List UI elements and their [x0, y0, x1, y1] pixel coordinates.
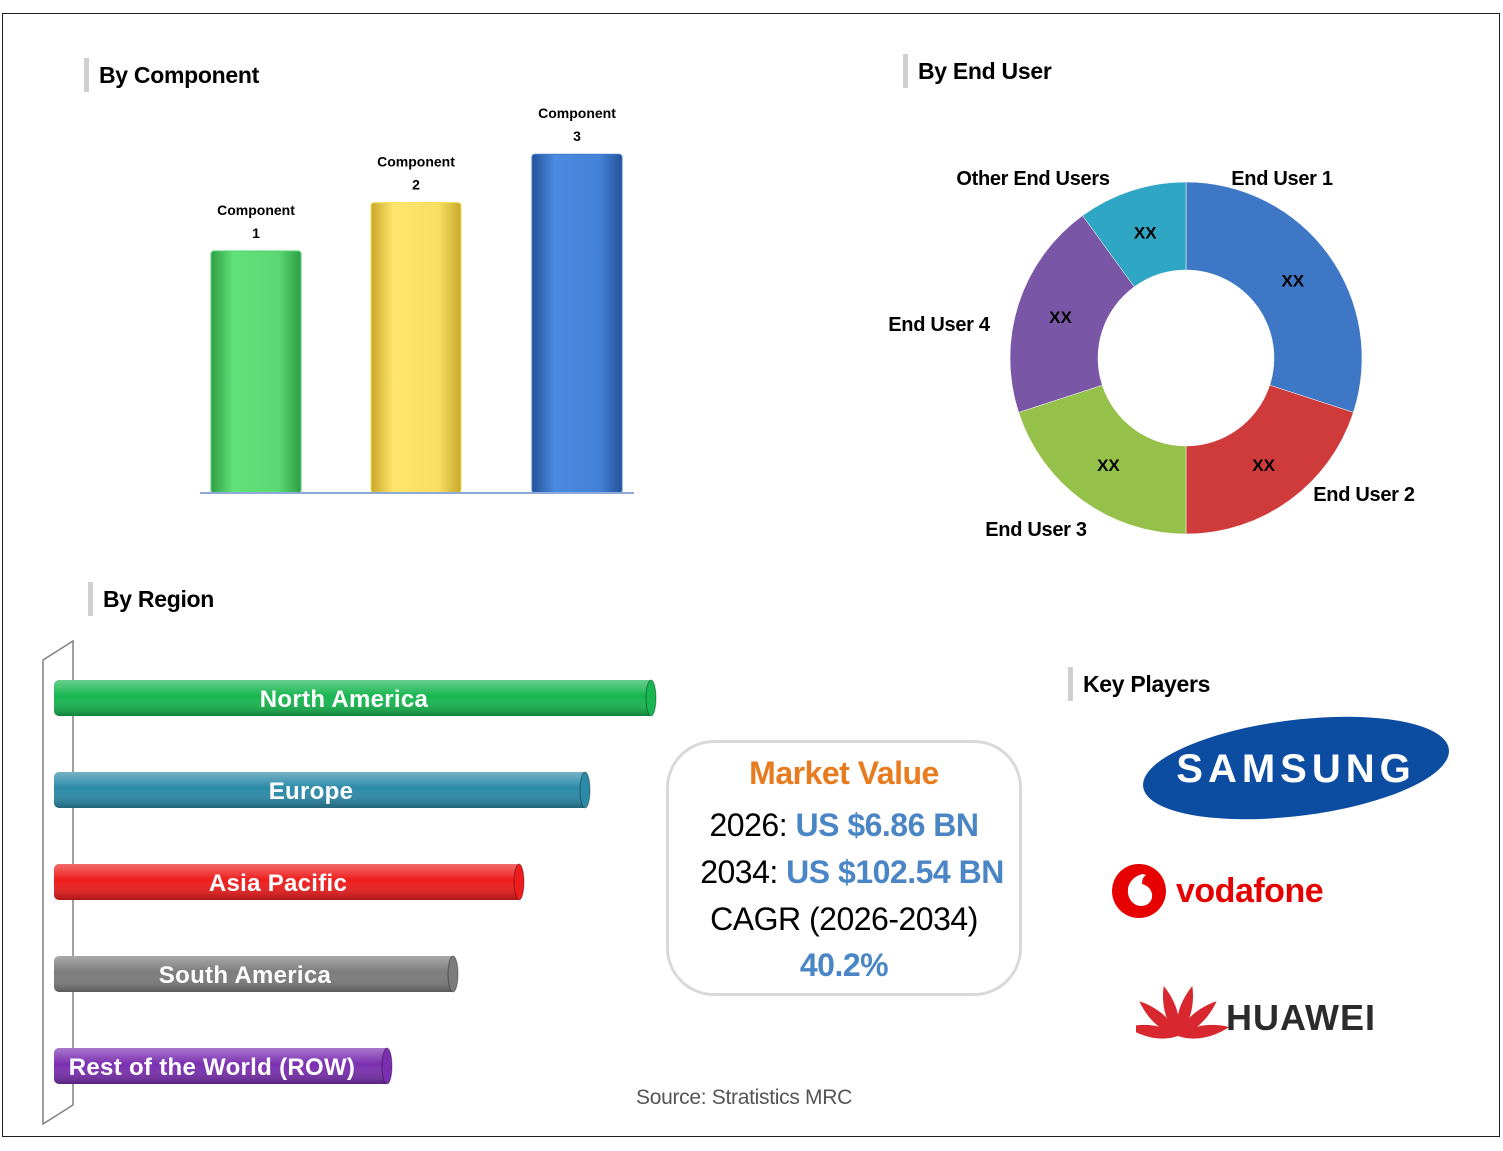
donut-slice-label-2: End User 2 [1313, 484, 1415, 506]
donut-slice-1 [1185, 181, 1363, 413]
market-value-2026: 2026: US $6.86 BN [669, 807, 1019, 844]
donut-slice-4 [1009, 215, 1135, 413]
huawei-wordmark: HUAWEI [1226, 997, 1376, 1038]
market-value-2034-label: 2034: [700, 854, 778, 890]
infographic-frame [2, 13, 1500, 1137]
donut-slice-label-5: Other End Users [956, 168, 1109, 190]
donut-slice-label-1: End User 1 [1231, 168, 1333, 190]
region-bar-label-4: South America [159, 962, 332, 989]
donut-slice-value-1: XX [1281, 271, 1304, 290]
cagr-label: CAGR (2026-2034) [710, 901, 978, 937]
region-bar-4: South America [54, 955, 459, 993]
component-bar-3 [531, 153, 623, 494]
donut-slice-label-3: End User 3 [985, 519, 1087, 541]
component-bar-2 [370, 202, 462, 494]
donut-slice-value-2: XX [1252, 456, 1275, 475]
component-bar-label-1-number: 1 [252, 225, 260, 241]
market-value-2026-amount: US $6.86 BN [795, 807, 979, 843]
huawei-petal-icon [1136, 986, 1230, 1039]
region-bar-2: Europe [54, 771, 591, 809]
component-section-title: By Component [84, 58, 259, 92]
donut-slice-value-3: XX [1097, 456, 1120, 475]
market-value-2034-amount: US $102.54 BN [786, 854, 1004, 890]
component-bar-1 [210, 250, 302, 494]
donut-slice-value-4: XX [1049, 308, 1072, 327]
market-value-box: Market Value 2026: US $6.86 BN 2034: US … [666, 740, 1022, 996]
market-value-title: Market Value [749, 755, 939, 791]
donut-slice-label-4: End User 4 [888, 314, 991, 336]
samsung-wordmark: SAMSUNG [1176, 747, 1415, 791]
samsung-logo: SAMSUNG [1143, 716, 1449, 820]
component-bar-chart: Component 1 Component 2 Component 3 [200, 105, 634, 494]
vodafone-wordmark: vodafone [1176, 872, 1323, 910]
region-bar-label-2: Europe [269, 778, 353, 805]
component-bar-label-2-name: Component [377, 154, 455, 170]
end-user-section-title: By End User [903, 54, 1052, 88]
vodafone-logo: vodafone [1112, 864, 1324, 918]
donut-slice-2 [1185, 384, 1354, 535]
region-bar-3: Asia Pacific [54, 863, 525, 901]
region-bar-5: Rest of the World (ROW) [54, 1047, 393, 1085]
component-bar-label-3-name: Component [538, 105, 616, 121]
cagr-value: 40.2% [799, 947, 889, 983]
region-bar-1: North America [54, 679, 657, 717]
source-note: Source: Stratistics MRC [636, 1086, 852, 1109]
region-bar-label-3: Asia Pacific [209, 870, 347, 897]
component-bar-label-1-name: Component [217, 202, 295, 218]
component-bar-label-3-number: 3 [573, 128, 581, 144]
region-bar-label-1: North America [260, 686, 429, 713]
region-bar-chart: North America Europe Asia Pacific South Ame… [42, 639, 657, 1126]
key-players-section-title: Key Players [1068, 667, 1210, 701]
market-value-2026-label: 2026: [709, 807, 788, 843]
region-bar-label-5: Rest of the World (ROW) [69, 1054, 355, 1081]
region-section-title: By Region [88, 582, 214, 616]
market-value-2034: 2034: US $102.54 BN [677, 854, 1027, 891]
donut-slice-5 [1082, 181, 1187, 288]
donut-slice-3 [1018, 384, 1187, 535]
end-user-donut-chart: XX End User 1 XX End User 2 XX End User 3 XX En… [888, 168, 1415, 541]
huawei-logo: HUAWEI [1136, 986, 1376, 1039]
donut-slice-value-5: XX [1134, 223, 1157, 242]
component-bar-label-2-number: 2 [412, 177, 420, 193]
